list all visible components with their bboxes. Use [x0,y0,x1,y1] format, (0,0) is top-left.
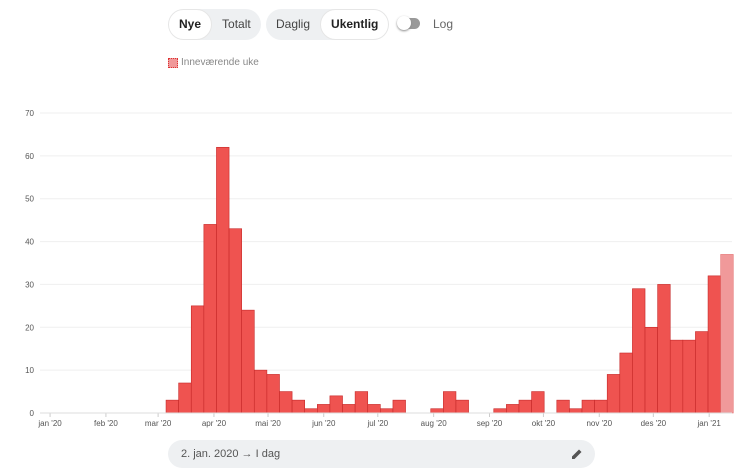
log-switch[interactable] [397,16,420,30]
y-tick-label: 40 [25,238,34,247]
y-tick-label: 30 [25,280,34,289]
log-label: Log [433,17,454,31]
bar [354,391,369,414]
bar [695,331,709,414]
x-tick-label: aug '20 [421,419,448,428]
bar [228,228,242,414]
interval-toggle: Daglig Ukentlig [266,9,390,40]
edit-icon[interactable] [571,448,583,460]
bar [556,399,570,414]
bar [657,284,671,414]
bar [279,391,293,414]
x-tick-label: sep '20 [477,419,503,428]
bar [644,326,658,414]
date-range[interactable]: 2. jan. 2020 → I dag [168,440,595,468]
mode-button[interactable]: Nye [168,9,213,40]
x-tick-label: okt '20 [532,419,556,428]
bar [569,408,583,414]
bar [190,305,205,414]
bar [342,404,356,414]
bar [367,404,381,414]
x-tick-label: jan '20 [37,419,62,428]
bar [531,391,545,414]
y-tick-label: 60 [25,152,34,161]
legend: Inneværende uke [168,57,259,68]
y-tick-label: 70 [25,109,34,118]
x-tick-label: nov '20 [586,419,612,428]
bar [329,395,343,414]
legend-label: Inneværende uke [181,57,259,68]
bar [606,374,621,414]
y-tick-label: 10 [25,366,34,375]
bar [304,408,318,414]
bar [619,352,633,414]
bar [241,309,255,414]
interval-button[interactable]: Daglig [276,17,311,31]
bar [443,391,457,414]
bar [518,399,532,414]
x-tick-label: jan '21 [697,419,722,428]
bar [392,399,406,414]
mode-button[interactable]: Totalt [222,17,251,31]
bar [253,369,268,414]
bar [216,146,230,414]
bar [455,399,469,414]
bar [165,399,179,414]
x-tick-label: jul '20 [366,419,388,428]
bar [266,374,280,414]
y-tick-label: 50 [25,195,34,204]
bar [380,408,394,414]
x-tick-label: feb '20 [94,419,118,428]
bar [720,254,734,414]
x-tick-label: apr '20 [202,419,227,428]
y-tick-label: 0 [30,409,35,418]
bar [594,399,608,414]
bar [317,404,331,414]
bar [707,275,721,414]
bar [669,339,684,414]
bar [632,288,646,414]
bar [203,224,217,414]
chart: 0 10 20 30 40 50 60 70 jan '20 feb '20 mar '20 apr … [25,109,734,428]
mode-toggle: Nye Totalt [168,9,261,40]
bar [178,382,192,414]
x-tick-label: mar '20 [145,419,172,428]
date-range-text: 2. jan. 2020 → I dag [181,448,281,460]
bar [430,408,444,414]
x-tick-label: jun '20 [311,419,336,428]
switch-knob [397,16,411,30]
bar [506,404,520,414]
interval-button[interactable]: Ukentlig [320,9,390,40]
bar [581,399,595,414]
y-tick-label: 20 [25,323,34,332]
bar [291,399,305,414]
bar [493,408,507,414]
legend-swatch [168,57,178,68]
x-tick-label: mai '20 [255,419,281,428]
x-tick-label: des '20 [641,419,667,428]
bar [682,339,696,414]
